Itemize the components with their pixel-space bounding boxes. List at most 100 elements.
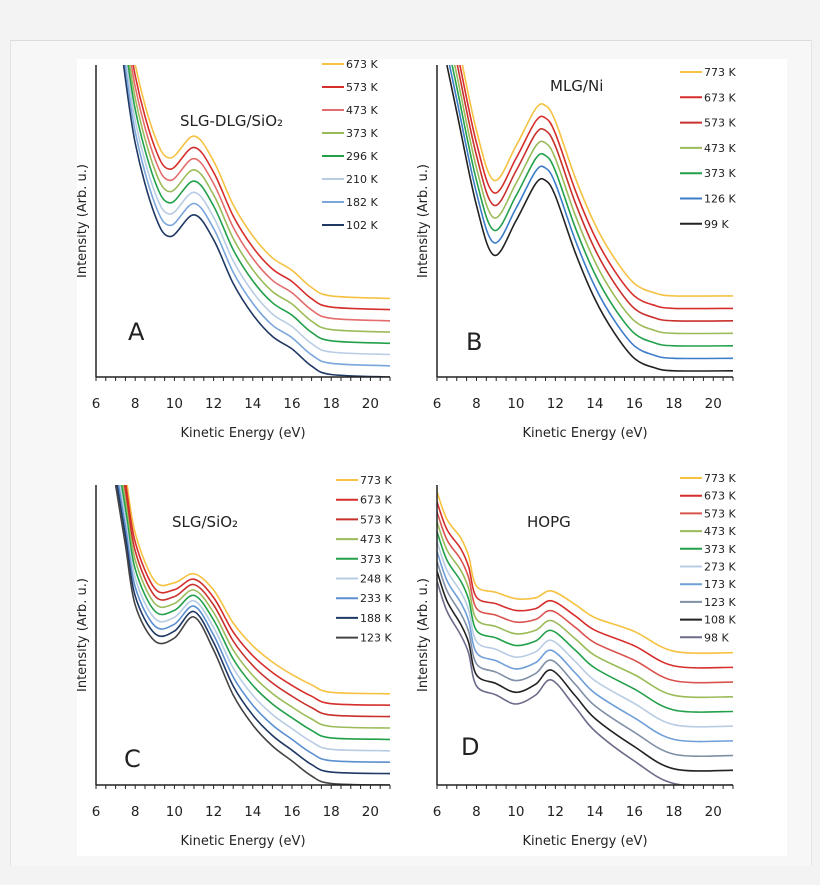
x-tick-label: 16	[283, 804, 300, 820]
series-line-673k	[134, 65, 391, 300]
series-line-182k	[124, 65, 391, 367]
x-tick-label: 18	[323, 396, 340, 412]
series-line-123k	[114, 485, 391, 785]
series-line-773k	[126, 485, 391, 695]
x-tick-label: 12	[205, 804, 222, 820]
legend-label: 188 K	[360, 612, 392, 625]
panel-letter: D	[461, 733, 479, 761]
y-axis-label: Intensity (Arb. u.)	[77, 578, 90, 692]
legend-label: 573 K	[704, 117, 736, 130]
series-line-126k	[448, 65, 734, 360]
series-line-173k	[437, 551, 734, 743]
x-tick-label: 8	[131, 396, 140, 412]
x-tick-label: 18	[323, 804, 340, 820]
legend-label: 108 K	[704, 614, 736, 627]
series-line-210k	[125, 65, 391, 356]
panel-title: SLG-DLG/SiO₂	[180, 112, 283, 130]
legend-label: 673 K	[346, 59, 378, 71]
x-tick-label: 20	[362, 804, 379, 820]
series-line-373k	[128, 65, 391, 333]
x-tick-label: 10	[166, 396, 183, 412]
series-line-773k	[461, 65, 734, 297]
panel-letter: A	[128, 318, 145, 346]
series-line-373k	[120, 485, 391, 741]
x-tick-label: 10	[507, 804, 524, 820]
legend-label: 273 K	[704, 561, 736, 574]
x-tick-label: 18	[665, 396, 682, 412]
legend-label: 296 K	[346, 150, 378, 163]
legend-label: 773 K	[704, 472, 736, 485]
series-line-108k	[437, 570, 734, 772]
legend-label: 373 K	[704, 543, 736, 556]
series-line-273k	[437, 541, 734, 728]
legend-label: 373 K	[704, 167, 736, 180]
legend-label: 173 K	[704, 578, 736, 591]
series-line-473k	[437, 521, 734, 699]
x-axis-label: Kinetic Energy (eV)	[522, 426, 647, 441]
series-group	[437, 491, 734, 785]
series-line-673k	[459, 65, 734, 310]
x-tick-label: 8	[472, 396, 481, 412]
panel-title: HOPG	[527, 513, 571, 531]
series-line-573k	[123, 485, 391, 718]
series-line-102k	[122, 65, 391, 377]
legend-label: 373 K	[346, 127, 378, 140]
y-axis-label: Intensity (Arb. u.)	[77, 164, 90, 278]
x-tick-label: 14	[244, 804, 261, 820]
series-line-673k	[437, 501, 734, 669]
legend-label: 98 K	[704, 631, 729, 644]
series-line-123k	[437, 560, 734, 758]
x-tick-label: 8	[472, 804, 481, 820]
panel-letter: C	[124, 745, 141, 773]
series-line-573k	[437, 511, 734, 684]
legend-label: 373 K	[360, 553, 392, 566]
x-tick-label: 12	[205, 396, 222, 412]
series-line-473k	[122, 485, 391, 729]
series-group	[446, 65, 734, 372]
legend-label: 182 K	[346, 196, 378, 209]
x-axis-label: Kinetic Energy (eV)	[522, 834, 647, 849]
legend-label: 123 K	[704, 596, 736, 609]
series-line-373k	[437, 531, 734, 713]
legend-label: 126 K	[704, 193, 736, 206]
x-tick-label: 18	[665, 804, 682, 820]
series-line-573k	[132, 65, 391, 311]
legend-label: 248 K	[360, 573, 392, 586]
panel-title: MLG/Ni	[550, 77, 603, 95]
x-tick-label: 6	[433, 396, 442, 412]
legend-label: 102 K	[346, 219, 378, 232]
legend-label: 673 K	[360, 494, 392, 507]
legend-label: 773 K	[360, 474, 392, 487]
series-group	[114, 485, 391, 785]
panel-d: 773 K 673 K 573 K 473 K 373 K 273 K 173 K 123 K…	[416, 472, 736, 849]
series-line-473k	[453, 65, 734, 335]
series-line-248k	[119, 485, 391, 752]
series-line-98k	[437, 580, 734, 785]
figure-panels: 673 K 573 K 473 K 373 K 296 K 210 K 182 K 102 K…	[77, 59, 736, 849]
x-tick-label: 16	[283, 396, 300, 412]
series-line-188k	[116, 485, 391, 775]
panel-b: 773 K 673 K 573 K 473 K 373 K 126 K 99 K 6 8 10 12…	[416, 65, 736, 441]
x-tick-label: 10	[166, 804, 183, 820]
figure: 673 K 573 K 473 K 373 K 296 K 210 K 182 K 102 K…	[77, 59, 787, 856]
legend-label: 673 K	[704, 490, 736, 503]
x-tick-label: 12	[547, 804, 564, 820]
legend-label: 673 K	[704, 91, 736, 104]
series-line-573k	[456, 65, 734, 322]
legend-label: 123 K	[360, 632, 392, 645]
x-tick-label: 6	[92, 396, 101, 412]
x-tick-label: 16	[626, 804, 643, 820]
series-line-233k	[117, 485, 391, 763]
x-axis-label: Kinetic Energy (eV)	[180, 426, 305, 441]
legend-label: 473 K	[360, 533, 392, 546]
legend-label: 99 K	[704, 218, 729, 231]
x-tick-label: 20	[362, 396, 379, 412]
series-group	[122, 65, 391, 377]
y-axis-label: Intensity (Arb. u.)	[416, 578, 431, 692]
x-tick-label: 12	[547, 396, 564, 412]
x-tick-label: 10	[507, 396, 524, 412]
legend-label: 573 K	[704, 507, 736, 520]
panel-title: SLG/SiO₂	[172, 513, 238, 531]
x-tick-label: 14	[244, 396, 261, 412]
x-tick-label: 14	[586, 804, 603, 820]
